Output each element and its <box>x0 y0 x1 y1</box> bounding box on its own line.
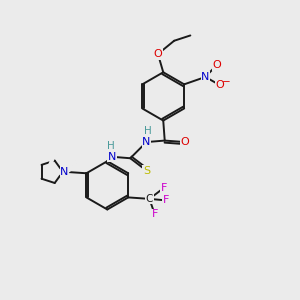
Text: H: H <box>144 126 152 136</box>
Text: O: O <box>212 60 221 70</box>
Text: N: N <box>108 152 116 162</box>
Text: −: − <box>222 77 231 87</box>
Text: N: N <box>60 167 68 177</box>
Text: O: O <box>216 80 224 90</box>
Text: S: S <box>143 166 150 176</box>
Text: O: O <box>180 137 189 147</box>
Text: F: F <box>152 209 158 219</box>
Text: F: F <box>162 195 169 205</box>
Text: N: N <box>142 137 151 147</box>
Text: O: O <box>154 49 162 59</box>
Text: F: F <box>161 183 167 193</box>
Text: C: C <box>146 194 153 204</box>
Text: N: N <box>201 72 209 82</box>
Text: H: H <box>107 141 114 151</box>
